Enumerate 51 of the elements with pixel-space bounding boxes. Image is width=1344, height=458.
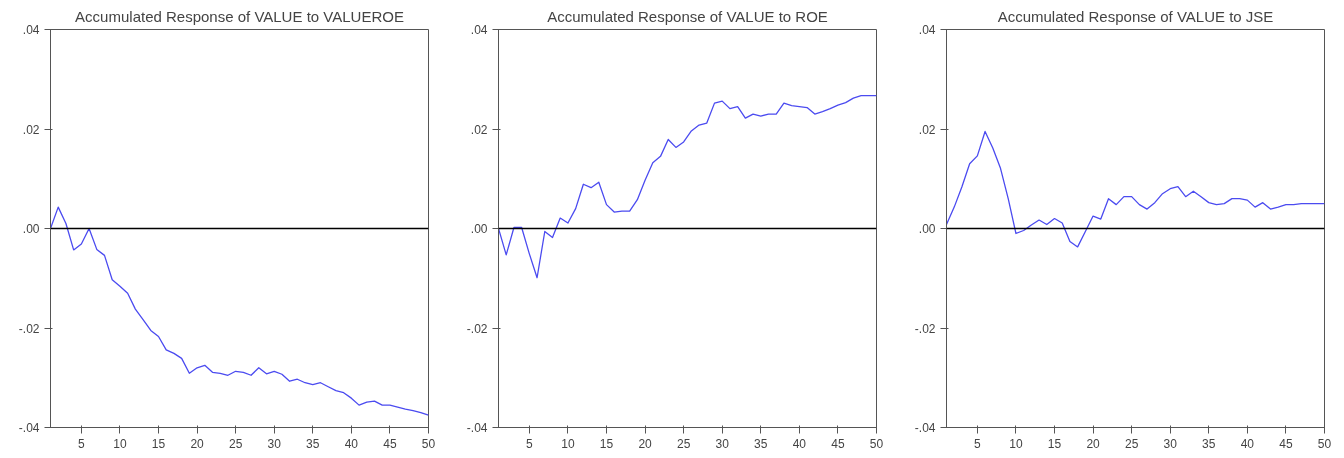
- chart-title: Accumulated Response of VALUE to JSE: [997, 7, 1274, 25]
- x-tick-label: 40: [344, 436, 359, 451]
- y-tick-label: -.04: [466, 421, 488, 435]
- x-tick-label: 40: [1240, 436, 1255, 451]
- x-tick-label: 50: [869, 436, 884, 451]
- y-tick-label: .02: [470, 122, 488, 137]
- x-tick-label: 30: [1163, 436, 1178, 451]
- y-tick-label: .02: [22, 122, 40, 137]
- y-tick-label: -.02: [18, 321, 40, 336]
- x-tick-label: 20: [1086, 436, 1101, 451]
- y-tick-label: -.04: [18, 421, 40, 435]
- line-series: [498, 95, 877, 279]
- y-tick-label: .04: [918, 23, 936, 37]
- y-tick-label: .00: [918, 222, 936, 236]
- x-tick-label: 35: [1202, 436, 1216, 451]
- x-tick-label: 35: [754, 436, 768, 451]
- y-tick-label: .00: [470, 222, 488, 236]
- x-tick-label: 35: [306, 436, 320, 451]
- line-series: [50, 206, 429, 416]
- x-tick-label: 25: [228, 436, 243, 451]
- x-tick-label: 45: [1279, 436, 1293, 451]
- y-tick-label: .04: [22, 23, 40, 37]
- chart-title: Accumulated Response of VALUE to ROE: [547, 7, 828, 25]
- x-tick-label: 10: [113, 436, 127, 451]
- x-tick-label: 5: [526, 436, 534, 451]
- x-tick-label: 50: [1317, 436, 1332, 451]
- x-tick-label: 5: [974, 436, 982, 451]
- x-tick-label: 25: [1124, 436, 1139, 451]
- y-tick-label: -.04: [914, 421, 936, 435]
- x-tick-label: 15: [151, 436, 166, 451]
- x-tick-label: 10: [1009, 436, 1023, 451]
- y-tick-label: -.02: [914, 321, 936, 336]
- x-tick-label: 25: [676, 436, 691, 451]
- x-tick-label: 45: [383, 436, 397, 451]
- x-tick-label: 15: [1047, 436, 1062, 451]
- x-tick-label: 30: [715, 436, 730, 451]
- x-tick-label: 20: [638, 436, 653, 451]
- y-tick-label: -.02: [466, 321, 488, 336]
- line-series: [946, 130, 1325, 248]
- chart-title: Accumulated Response of VALUE to VALUEROE: [75, 7, 404, 25]
- x-tick-label: 50: [421, 436, 436, 451]
- x-tick-label: 45: [831, 436, 845, 451]
- x-tick-label: 30: [267, 436, 282, 451]
- y-tick-label: .00: [22, 222, 40, 236]
- x-tick-label: 15: [599, 436, 614, 451]
- x-tick-label: 10: [561, 436, 575, 451]
- x-tick-label: 5: [78, 436, 86, 451]
- y-tick-label: .02: [918, 122, 936, 137]
- x-tick-label: 20: [190, 436, 205, 451]
- y-tick-label: .04: [470, 23, 488, 37]
- x-tick-label: 40: [792, 436, 807, 451]
